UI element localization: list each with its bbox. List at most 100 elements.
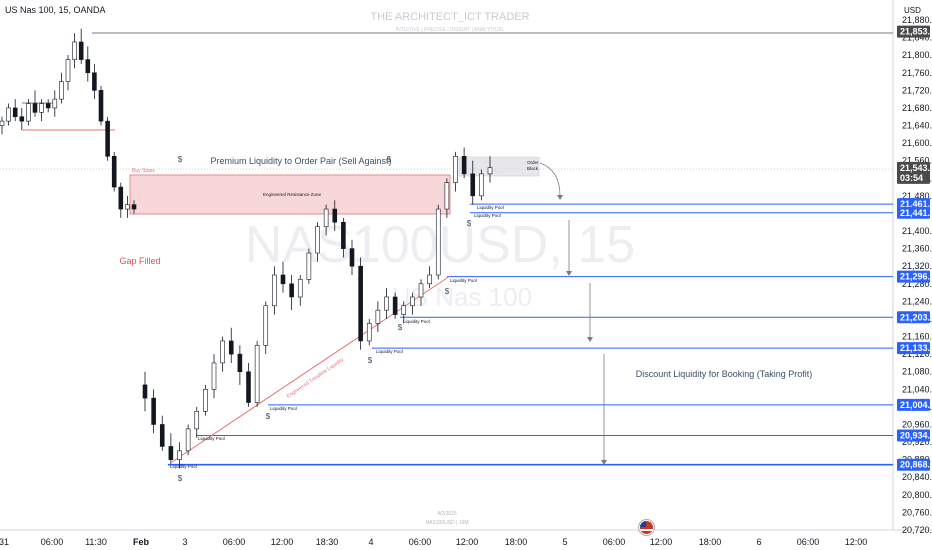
price-tick-label: 21,120.0 xyxy=(902,349,932,359)
time-tick-label: 12:00 xyxy=(845,537,868,547)
arrow-head-1 xyxy=(557,195,563,200)
candle-body xyxy=(297,279,303,298)
time-axis: 31 06:00 11:30 Feb 3 06:00 12:00 18:30 4 06:00 12:… xyxy=(0,537,867,547)
candle-body xyxy=(254,345,260,403)
price-tag-label: 21,004.6 xyxy=(900,400,932,410)
candle-body xyxy=(479,173,484,197)
price-tick-label: 20,800.0 xyxy=(902,490,932,500)
candle-body xyxy=(220,340,225,364)
price-tick-label: 21,360.0 xyxy=(902,244,932,254)
candle-body xyxy=(461,155,467,175)
time-tick-label: 12:00 xyxy=(456,537,479,547)
candle-body xyxy=(151,397,156,425)
candle-body xyxy=(52,98,58,109)
price-tick-label: 21,560.0 xyxy=(902,156,932,166)
candle-body xyxy=(0,120,5,126)
price-tag-label: 21,461.1 xyxy=(900,199,932,209)
price-tick-label: 20,720.0 xyxy=(902,525,932,535)
candle-body xyxy=(237,353,243,373)
price-tick-label: 21,800.0 xyxy=(902,50,932,60)
watermark-symbol-small: NAS100USD | 15M xyxy=(426,520,469,526)
gap-filled-label: Gap Filled xyxy=(119,256,160,266)
currency-label: USD xyxy=(904,6,921,15)
arrow-head-4 xyxy=(601,460,607,465)
candle-body xyxy=(289,283,294,298)
time-tick-label: 12:00 xyxy=(271,537,294,547)
candle-body xyxy=(427,274,432,285)
liquidity-pool-labels: Liquidity Pool Liquidity Pool Liquidity Po… xyxy=(170,205,504,469)
time-tick-label: 5 xyxy=(562,537,567,547)
price-tag-label: 21,441.5 xyxy=(900,208,932,218)
order-block-label-1: Order xyxy=(527,160,539,165)
candle-body xyxy=(12,107,18,118)
liquidity-pool-label: Liquidity Pool xyxy=(477,205,504,210)
candle-body xyxy=(6,107,11,122)
candle-body xyxy=(59,81,64,100)
time-tick-label: 18:00 xyxy=(505,537,528,547)
price-tag xyxy=(897,429,930,442)
candle-body xyxy=(203,389,208,412)
candle-body xyxy=(78,41,84,60)
time-tick-label: 6 xyxy=(756,537,761,547)
dollar-sign-marker: $ xyxy=(368,356,373,365)
candle-body xyxy=(444,182,450,210)
price-tick-label: 21,160.0 xyxy=(902,332,932,342)
candle-body xyxy=(410,296,415,307)
candle-body xyxy=(19,116,25,122)
candle-body xyxy=(118,186,124,210)
price-tick-label: 21,080.0 xyxy=(902,367,932,377)
price-tick-label: 21,240.0 xyxy=(902,296,932,306)
liquidity-pool-label: Liquidity Pool xyxy=(170,464,197,469)
liquidity-pool-label: Liquidity Pool xyxy=(198,436,225,441)
time-tick-label: 06:00 xyxy=(41,537,64,547)
liquidity-pool-label: Liquidity Pool xyxy=(270,406,297,411)
candle-body xyxy=(332,208,338,223)
liquidity-pool-label: Liquidity Pool xyxy=(474,213,501,218)
candle-body xyxy=(168,446,174,460)
candle-body xyxy=(435,208,441,276)
candle-body xyxy=(98,90,104,122)
price-tag-label: 21,296.4 xyxy=(900,272,932,282)
candle-body xyxy=(272,274,277,307)
order-block-zone xyxy=(458,156,540,177)
price-tick-label: 21,680.0 xyxy=(902,103,932,113)
price-tag xyxy=(897,311,930,324)
time-tick-label: 4 xyxy=(368,537,373,547)
current-price-label: 21,543.6 xyxy=(900,163,932,173)
candle-body xyxy=(323,208,329,227)
price-tick-label: 21,280.0 xyxy=(902,279,932,289)
candle-body xyxy=(177,450,182,460)
watermark-brand-sub: INTUITIVE | PRECISE | INSIGHT | ANALYTIC… xyxy=(396,27,505,33)
dollar-sign-marker: $ xyxy=(398,323,403,332)
price-tag xyxy=(897,25,930,38)
watermark-name: US Nas 100 xyxy=(392,282,532,312)
candle-body xyxy=(341,221,346,249)
candle-body xyxy=(418,283,424,298)
candle-body xyxy=(228,340,234,355)
candle-body xyxy=(246,371,251,403)
buy-stops-label: Buy Stops xyxy=(132,168,155,174)
candle-body xyxy=(349,248,355,267)
dollar-sign-marker: $ xyxy=(178,155,183,164)
arrow-order-block-curve xyxy=(539,162,561,197)
price-tag xyxy=(897,458,930,471)
candle-body xyxy=(375,309,381,324)
price-tick-label: 21,600.0 xyxy=(902,138,932,148)
candle-body xyxy=(131,204,137,210)
candle-body xyxy=(211,362,217,390)
price-tick-label: 20,840.0 xyxy=(902,472,932,482)
candle-body xyxy=(470,173,476,197)
candle-body xyxy=(263,305,269,346)
liquidity-pool-label: Liquidity Pool xyxy=(403,319,430,324)
candle-body xyxy=(315,226,320,254)
time-tick-label: 06:00 xyxy=(223,537,246,547)
candle-body xyxy=(92,72,97,91)
candle-body xyxy=(26,103,31,122)
candle-body xyxy=(125,204,130,210)
current-price-tag xyxy=(897,161,930,184)
candle-body xyxy=(111,155,117,188)
engineered-resistance-label: Engineered Resistance Zone xyxy=(263,192,322,197)
discount-title: Discount Liquidity for Booking (Taking P… xyxy=(636,369,813,379)
